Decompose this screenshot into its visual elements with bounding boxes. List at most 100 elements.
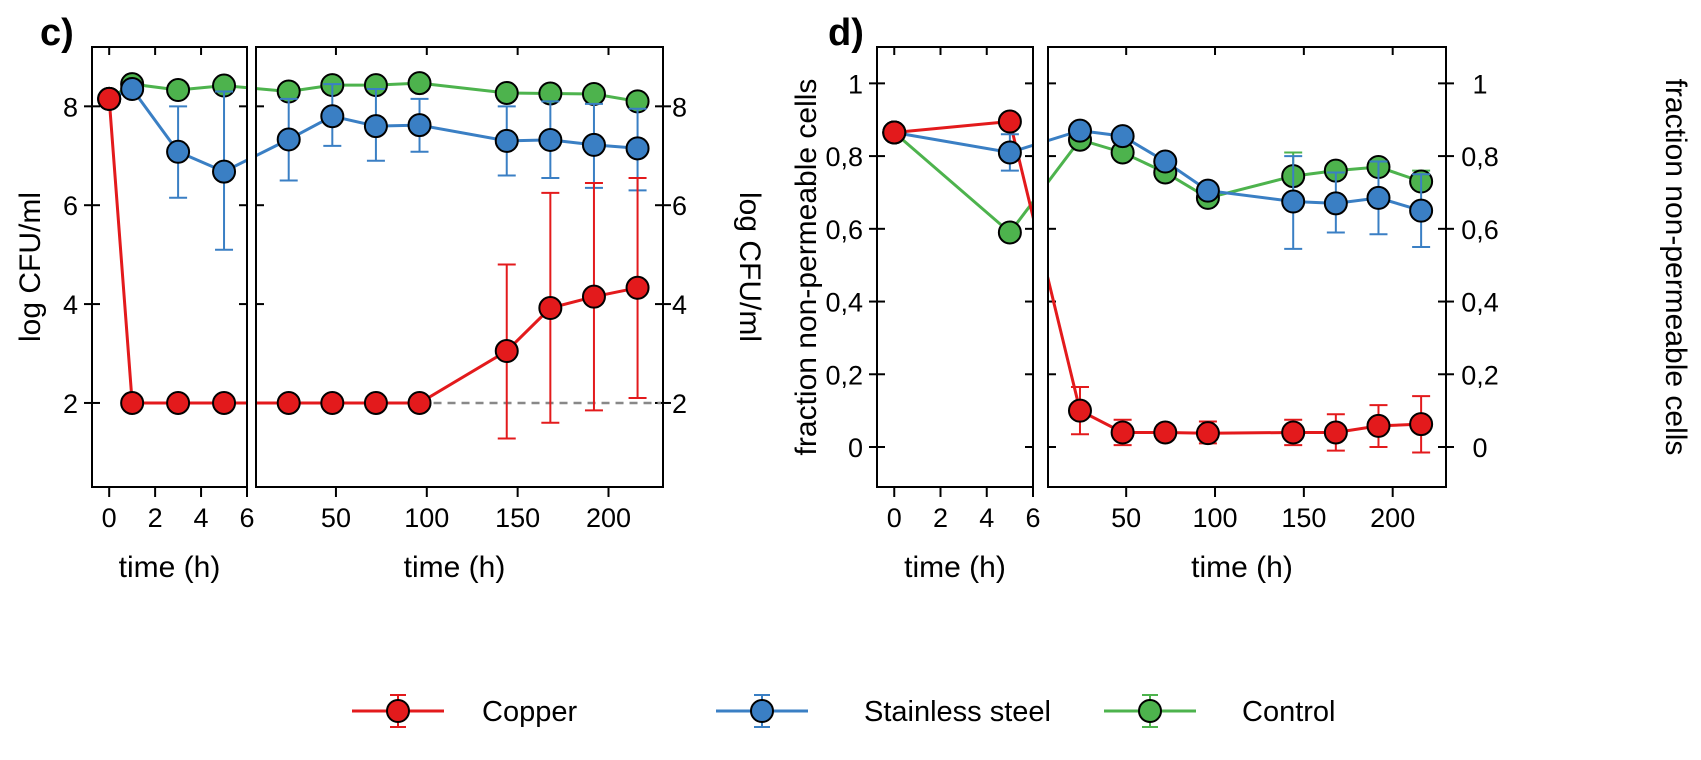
legend-label: Control xyxy=(1242,696,1336,728)
x-tick-label: 200 xyxy=(586,503,631,533)
y-tick-label: 8 xyxy=(63,92,78,122)
data-point xyxy=(120,390,145,415)
legend-item-control: Control xyxy=(1104,694,1336,728)
legend-label: Copper xyxy=(482,696,577,728)
data-point xyxy=(1195,421,1220,446)
x-axis-label-right: time (h) xyxy=(404,551,506,584)
x-tick-label: 0 xyxy=(887,503,902,533)
x-tick-label: 4 xyxy=(979,503,994,533)
x-tick-label: 100 xyxy=(404,503,449,533)
data-point xyxy=(1110,124,1135,149)
y-tick-label: 0,2 xyxy=(825,360,863,390)
data-point xyxy=(1067,398,1092,423)
y-tick-label: 4 xyxy=(63,290,78,320)
y-tick-label: 1 xyxy=(848,69,863,99)
data-point xyxy=(1281,420,1306,445)
data-point xyxy=(1195,178,1220,203)
x-tick-label: 6 xyxy=(239,503,254,533)
data-point xyxy=(1366,413,1391,438)
data-point xyxy=(625,275,650,300)
y-axis-label-right: fraction non-permeable cells xyxy=(1659,79,1692,456)
data-point xyxy=(997,220,1022,245)
legend-item-stainless: Stainless steel xyxy=(716,694,1051,728)
legend-marker xyxy=(750,699,774,723)
data-point xyxy=(997,109,1022,134)
y-tick-label: 6 xyxy=(63,191,78,221)
data-point xyxy=(1153,420,1178,445)
data-point xyxy=(997,140,1022,165)
data-point xyxy=(882,120,907,145)
data-point xyxy=(1323,191,1348,216)
data-point xyxy=(166,390,191,415)
data-point xyxy=(212,159,237,184)
y-tick-label: 0,8 xyxy=(825,142,863,172)
y-tick-label-right: 0,2 xyxy=(1461,360,1499,390)
x-tick-label: 4 xyxy=(194,503,209,533)
y-tick-label: 0,6 xyxy=(825,215,863,245)
data-point xyxy=(581,284,606,309)
y-axis-label-left: log CFU/ml xyxy=(14,192,47,342)
data-point xyxy=(363,114,388,139)
data-point xyxy=(581,81,606,106)
y-tick-label-right: 4 xyxy=(672,290,687,320)
data-point xyxy=(320,104,345,129)
x-tick-label: 100 xyxy=(1192,503,1237,533)
data-point xyxy=(276,127,301,152)
y-tick-label: 0,4 xyxy=(825,288,863,318)
x-tick-label: 150 xyxy=(495,503,540,533)
data-point xyxy=(276,390,301,415)
series-markers-control xyxy=(882,120,1434,245)
x-tick-label: 2 xyxy=(933,503,948,533)
data-point xyxy=(1067,118,1092,143)
x-tick-label: 50 xyxy=(1111,503,1141,533)
panel-label: d) xyxy=(828,12,864,54)
data-point xyxy=(97,86,122,111)
data-point xyxy=(1409,412,1434,437)
y-tick-label-right: 1 xyxy=(1472,69,1487,99)
y-tick-label-right: 6 xyxy=(672,191,687,221)
data-point xyxy=(1366,185,1391,210)
y-axis-label-left: fraction non-permeable cells xyxy=(790,79,823,456)
x-axis-label-right: time (h) xyxy=(1191,551,1293,584)
x-tick-label: 6 xyxy=(1025,503,1040,533)
y-tick-label-right: 0,6 xyxy=(1461,215,1499,245)
series-markers-copper xyxy=(882,109,1434,454)
data-point xyxy=(538,127,563,152)
legend: Copper Stainless steel Control xyxy=(352,694,1336,728)
data-point xyxy=(363,390,388,415)
right-subplot-frame xyxy=(255,46,664,488)
y-tick-label-right: 0,8 xyxy=(1461,142,1499,172)
data-point xyxy=(1281,189,1306,214)
data-point xyxy=(407,71,432,96)
subplot-gap xyxy=(248,48,255,486)
data-point xyxy=(1323,420,1348,445)
data-point xyxy=(407,390,432,415)
data-point xyxy=(581,132,606,157)
data-point xyxy=(625,136,650,161)
x-axis-label-left: time (h) xyxy=(119,551,221,584)
data-point xyxy=(212,390,237,415)
data-point xyxy=(494,339,519,364)
panel-label: c) xyxy=(40,12,74,54)
y-tick-label-right: 0 xyxy=(1472,433,1487,463)
y-axis-label-right: log CFU/ml xyxy=(733,192,766,342)
data-point xyxy=(166,139,191,164)
data-point xyxy=(1409,198,1434,223)
legend-item-copper: Copper xyxy=(352,694,577,728)
legend-label: Stainless steel xyxy=(864,696,1051,728)
y-tick-label-right: 2 xyxy=(672,389,687,419)
legend-marker xyxy=(1138,699,1162,723)
data-point xyxy=(166,78,191,103)
y-tick-label: 0 xyxy=(848,433,863,463)
x-tick-label: 2 xyxy=(148,503,163,533)
x-axis-label-left: time (h) xyxy=(904,551,1006,584)
panel-d: d) 0 0 0,2 0,2 0,4 0,4 0,6 0,6 0,8 0,8 1 1 0 2 4 6 50 100 1… xyxy=(790,12,1692,584)
x-tick-label: 200 xyxy=(1370,503,1415,533)
x-tick-label: 50 xyxy=(321,503,351,533)
y-tick-label-right: 8 xyxy=(672,92,687,122)
series-markers-copper xyxy=(97,86,650,440)
y-tick-label-right: 0,4 xyxy=(1461,288,1499,318)
data-point xyxy=(538,296,563,321)
